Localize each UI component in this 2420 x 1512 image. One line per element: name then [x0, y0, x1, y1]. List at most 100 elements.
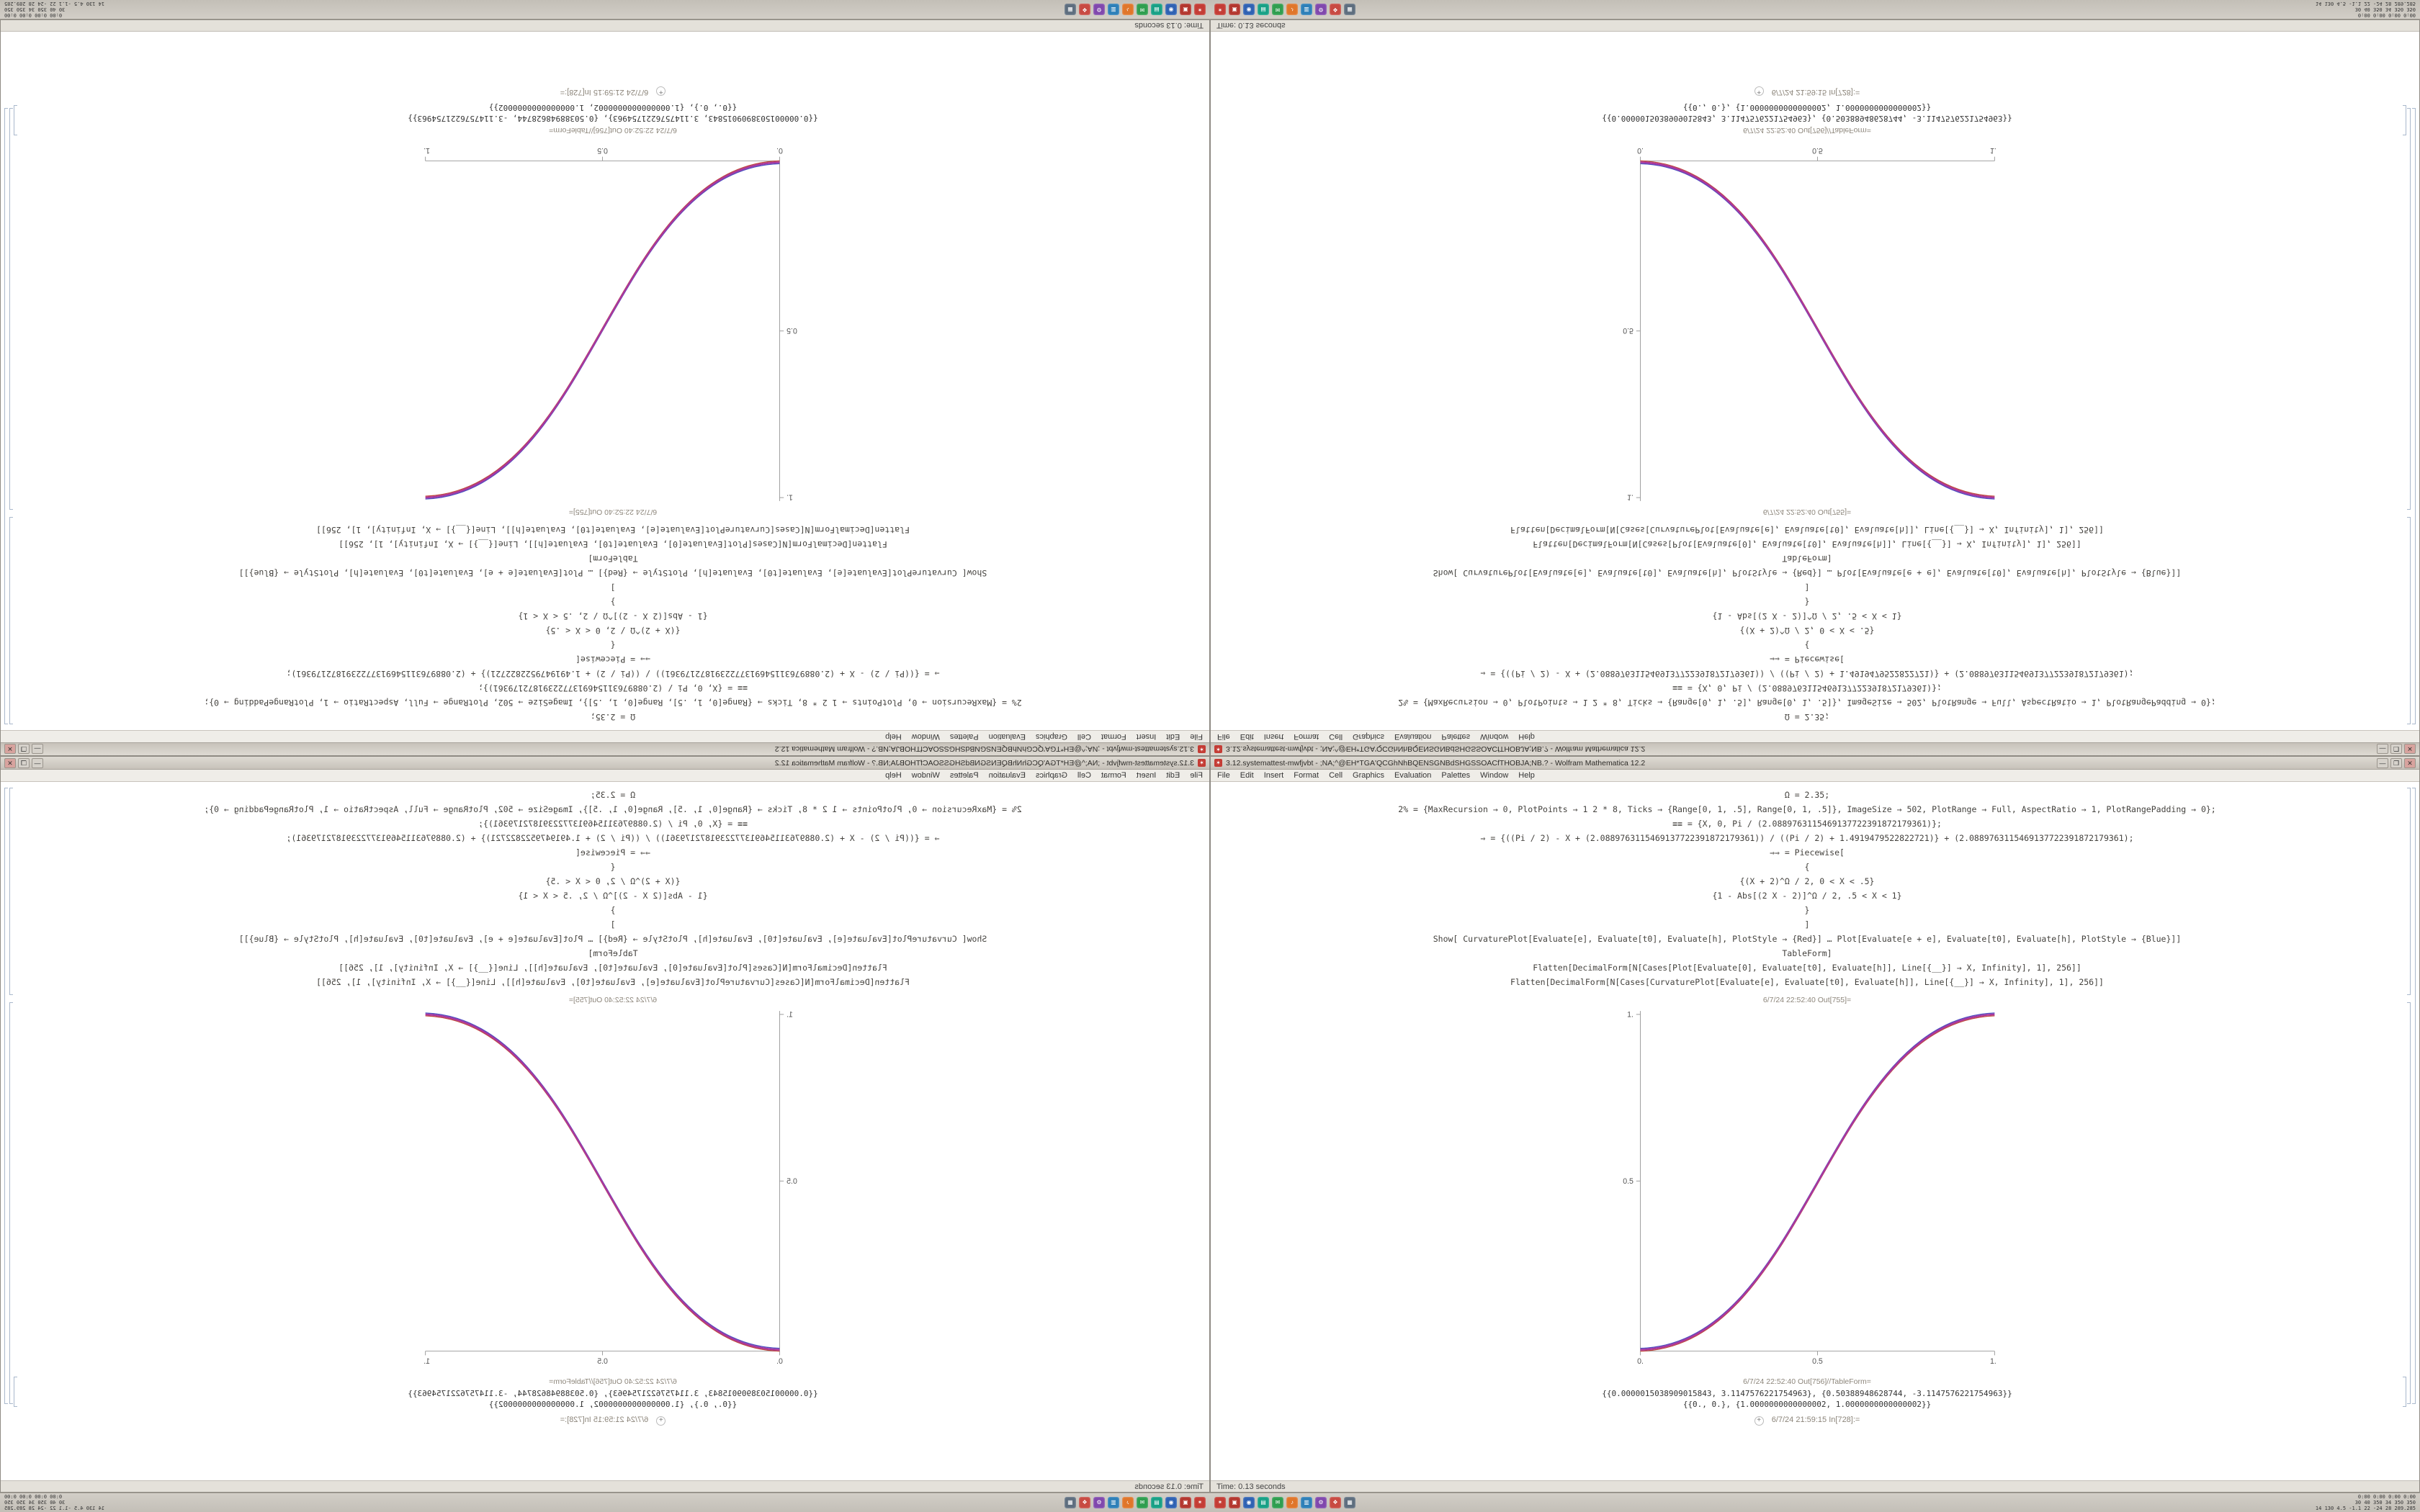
input-code-line[interactable]: Show[ CurvaturePlot[Evaluate[e], Evaluat…	[1433, 934, 2182, 944]
files-app-icon[interactable]: ▣	[1180, 4, 1191, 15]
window-titlebar[interactable]: ✶ 3.12.systemattest-mwfjvbt - ;NA;^@EH*T…	[1211, 742, 2419, 755]
terminal-app-icon[interactable]: ▤	[1151, 1497, 1162, 1508]
window-titlebar[interactable]: ✶ 3.12.systemattest-mwfjvbt - ;NA;^@EH*T…	[1, 757, 1209, 770]
chat-app-icon[interactable]: ❖	[1330, 4, 1341, 15]
input-code-line[interactable]: {	[610, 640, 616, 650]
input-code-line[interactable]: ]	[610, 919, 616, 930]
browser-app-icon[interactable]: ◉	[1165, 1497, 1177, 1508]
input-code-line[interactable]: {	[1804, 862, 1810, 872]
menu-item[interactable]: File	[1217, 732, 1230, 741]
cell-group-bracket[interactable]	[4, 788, 8, 1404]
input-code-line[interactable]: ⇒⇒ = Piecewise[	[1770, 654, 1845, 665]
browser-app-icon[interactable]: ◉	[1243, 4, 1255, 15]
input-code-line[interactable]: {(X + 2)^Ω / 2, 0 < X < .5}	[545, 876, 681, 886]
input-code-line[interactable]: Flatten[DecimalForm[N[Cases[CurvaturePlo…	[1510, 977, 2104, 987]
menu-item[interactable]: Insert	[1136, 771, 1157, 780]
mail-app-icon[interactable]: ✉	[1137, 4, 1148, 15]
monitor-app-icon[interactable]: ▦	[1065, 1497, 1076, 1508]
menu-item[interactable]: Edit	[1240, 771, 1254, 780]
input-code-line[interactable]: {(X + 2)^Ω / 2, 0 < X < .5}	[545, 626, 681, 636]
input-code-line[interactable]: Flatten[DecimalForm[N[Cases[CurvaturePlo…	[316, 977, 910, 987]
menu-item[interactable]: Insert	[1263, 732, 1284, 741]
cell-bracket[interactable]	[2407, 1002, 2411, 1404]
menu-item[interactable]: Window	[1480, 732, 1509, 741]
menu-item[interactable]: Palettes	[1441, 771, 1471, 780]
editor-app-icon[interactable]: ▥	[1301, 1497, 1312, 1508]
input-code-line[interactable]: ]	[1804, 919, 1810, 930]
notebook-area[interactable]: Ω = 2.35; 2% = {MaxRecursion → 0, PlotPoi…	[1, 782, 1209, 1480]
menu-item[interactable]: Palettes	[949, 732, 979, 741]
menu-item[interactable]: Graphics	[1035, 732, 1067, 741]
input-code-line[interactable]: ⇒ = {((Pi / 2) - X + (2.0889763115469137…	[1480, 833, 2134, 843]
input-code-line[interactable]: }	[610, 905, 616, 915]
menu-item[interactable]: Window	[1480, 771, 1509, 780]
mail-app-icon[interactable]: ✉	[1272, 1497, 1283, 1508]
input-code-line[interactable]: {1 - Abs[(2 X - 2)]^Ω / 2, .5 < X < 1}	[1712, 611, 1902, 621]
input-code-line[interactable]: Flatten[DecimalForm[N[Cases[CurvaturePlo…	[1510, 525, 2104, 535]
chat-app-icon[interactable]: ❖	[1079, 1497, 1090, 1508]
menu-item[interactable]: Format	[1101, 732, 1126, 741]
cell-bracket[interactable]	[2407, 788, 2411, 995]
input-code-line[interactable]: Ω = 2.35;	[590, 712, 636, 722]
cell-bracket[interactable]	[14, 105, 17, 135]
menu-item[interactable]: Graphics	[1353, 732, 1385, 741]
cell-bracket[interactable]	[2403, 105, 2406, 135]
menu-item[interactable]: Format	[1101, 771, 1126, 780]
window-titlebar[interactable]: ✶ 3.12.systemattest-mwfjvbt - ;NA;^@EH*T…	[1, 742, 1209, 755]
cell-bracket[interactable]	[2407, 517, 2411, 724]
input-code-line[interactable]: ]	[1804, 582, 1810, 593]
media-app-icon[interactable]: ♪	[1122, 4, 1134, 15]
media-app-icon[interactable]: ♪	[1286, 4, 1298, 15]
input-code-line[interactable]: 2% = {MaxRecursion → 0, PlotPoints → 1 2…	[1398, 804, 2216, 814]
mathematica-taskbar-icon[interactable]: ✶	[1214, 4, 1226, 15]
browser-app-icon[interactable]: ◉	[1243, 1497, 1255, 1508]
input-code-line[interactable]: ≡≡ = {X, 0, Pi / (2.08897631154691377223…	[1672, 683, 1942, 693]
input-code-line[interactable]: ⇒⇒ = Piecewise[	[1770, 847, 1845, 858]
next-input-cell[interactable]: + 6/7/24 21:59:15 In[728]:=	[1211, 86, 2403, 96]
chat-app-icon[interactable]: ❖	[1330, 1497, 1341, 1508]
minimize-button[interactable]: —	[2377, 744, 2388, 755]
files-app-icon[interactable]: ▣	[1229, 4, 1240, 15]
input-code-line[interactable]: TableForm]	[588, 554, 638, 564]
editor-app-icon[interactable]: ▥	[1108, 1497, 1119, 1508]
input-code-line[interactable]: ≡≡ = {X, 0, Pi / (2.08897631154691377223…	[478, 819, 748, 829]
monitor-app-icon[interactable]: ▦	[1065, 4, 1076, 15]
minimize-button[interactable]: —	[32, 757, 43, 768]
mathematica-taskbar-icon[interactable]: ✶	[1194, 1497, 1206, 1508]
input-code-line[interactable]: }	[1804, 905, 1810, 915]
input-code-line[interactable]: ⇒⇒ = Piecewise[	[575, 847, 650, 858]
input-code-line[interactable]: Flatten[DecimalForm[N[Cases[Plot[Evaluat…	[339, 963, 887, 973]
settings-app-icon[interactable]: ⚙	[1093, 1497, 1105, 1508]
input-code-line[interactable]: {	[1804, 640, 1810, 650]
cell-bracket[interactable]	[9, 788, 13, 995]
notebook-area[interactable]: Ω = 2.35; 2% = {MaxRecursion → 0, PlotPoi…	[1, 32, 1209, 730]
menu-item[interactable]: Cell	[1329, 771, 1343, 780]
input-code-line[interactable]: Show[ CurvaturePlot[Evaluate[e], Evaluat…	[238, 568, 987, 578]
next-input-cell[interactable]: + 6/7/24 21:59:15 In[728]:=	[1211, 1416, 2403, 1426]
menu-item[interactable]: File	[1217, 771, 1230, 780]
input-code-line[interactable]: TableForm]	[588, 948, 638, 958]
monitor-app-icon[interactable]: ▦	[1344, 1497, 1355, 1508]
output-plot[interactable]: 1. 0.5 0. 0.5 1.	[418, 141, 807, 505]
settings-app-icon[interactable]: ⚙	[1315, 1497, 1327, 1508]
input-code-line[interactable]: }	[1804, 597, 1810, 607]
menu-item[interactable]: Palettes	[949, 771, 979, 780]
input-code-line[interactable]: {(X + 2)^Ω / 2, 0 < X < .5}	[1739, 876, 1875, 886]
editor-app-icon[interactable]: ▥	[1301, 4, 1312, 15]
next-input-cell[interactable]: + 6/7/24 21:59:15 In[728]:=	[17, 1416, 1209, 1426]
cell-bracket[interactable]	[2403, 1377, 2406, 1407]
cell-bracket[interactable]	[2407, 108, 2411, 510]
menu-item[interactable]: Help	[1518, 732, 1535, 741]
add-cell-plus-icon[interactable]: +	[656, 86, 666, 96]
menu-item[interactable]: Evaluation	[988, 732, 1026, 741]
input-code-line[interactable]: Show[ CurvaturePlot[Evaluate[e], Evaluat…	[238, 934, 987, 944]
menu-item[interactable]: Cell	[1077, 771, 1091, 780]
input-code-line[interactable]: TableForm]	[1782, 554, 1832, 564]
media-app-icon[interactable]: ♪	[1122, 1497, 1134, 1508]
input-code-line[interactable]: ⇒⇒ = Piecewise[	[575, 654, 650, 665]
menu-item[interactable]: Edit	[1240, 732, 1254, 741]
menu-item[interactable]: Cell	[1329, 732, 1343, 741]
maximize-button[interactable]: ❐	[18, 744, 30, 755]
minimize-button[interactable]: —	[32, 744, 43, 755]
mail-app-icon[interactable]: ✉	[1272, 4, 1283, 15]
